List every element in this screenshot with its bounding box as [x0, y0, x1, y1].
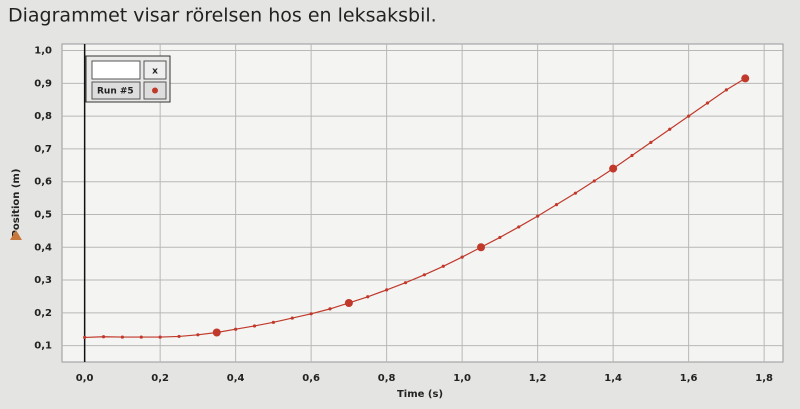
data-point: [344, 298, 353, 307]
data-point: [422, 273, 426, 277]
data-point: [252, 324, 257, 328]
y-tick-label: 0,3: [34, 275, 52, 286]
data-point: [139, 335, 143, 339]
data-point: [592, 179, 596, 183]
data-point: [498, 235, 502, 240]
chart-title: Diagrammet visar rörelsen hos en leksaks…: [8, 5, 437, 27]
y-axis-label-group: Position (m): [11, 169, 22, 238]
legend-close-button[interactable]: [143, 60, 167, 80]
x-tick-label: 1,0: [453, 373, 471, 384]
data-point: [366, 295, 370, 299]
data-point: [328, 307, 332, 311]
data-point: [271, 320, 275, 324]
plot: 0,1 0,2 0,3 0,4 0,5 0,6 0,7 0,8 0,9 1,0 0,0 0,2 0,4 0…: [34, 44, 783, 384]
x-tick-label: 1,2: [529, 373, 547, 384]
data-point: [649, 140, 653, 144]
data-point: [741, 74, 750, 83]
data-point: [158, 335, 162, 339]
legend-entry: Run #5: [97, 87, 134, 97]
data-point: [234, 327, 238, 331]
x-tick-label: 1,8: [755, 373, 773, 384]
data-point: [212, 328, 221, 337]
y-tick-label: 1,0: [34, 46, 52, 57]
data-point: [477, 243, 486, 252]
y-tick-label: 0,8: [34, 111, 52, 122]
y-tick-label: 0,2: [34, 308, 52, 319]
data-point: [724, 88, 728, 92]
x-tick-label: 0,4: [227, 373, 245, 384]
y-tick-label: 0,1: [34, 341, 52, 352]
data-point: [554, 203, 559, 207]
x-tick-label: 0,0: [76, 373, 94, 384]
legend-close-label[interactable]: x: [152, 67, 158, 77]
y-tick-label: 0,7: [34, 144, 52, 155]
y-tick-label: 0,6: [34, 177, 52, 188]
data-point: [177, 334, 181, 339]
x-axis-label: Time (s): [397, 389, 443, 400]
series-line: [84, 77, 746, 339]
y-tick-label: 0,4: [34, 242, 52, 253]
data-point: [83, 335, 87, 340]
data-point: [290, 316, 294, 320]
data-point: [101, 335, 106, 339]
legend-swatch: [152, 87, 158, 94]
x-tick-label: 0,6: [302, 373, 320, 384]
x-tick-label: 1,6: [680, 373, 698, 384]
y-axis-icon: [10, 230, 22, 240]
data-point: [403, 281, 408, 285]
data-point: [573, 191, 577, 195]
legend: x Run #5: [85, 55, 171, 103]
y-tick-label: 0,5: [34, 209, 52, 220]
data-point: [196, 333, 200, 337]
data-point: [309, 312, 313, 316]
data-point: [120, 335, 124, 339]
plot-area: [61, 43, 784, 363]
x-tick-label: 1,4: [604, 373, 622, 384]
x-tick-label: 0,8: [378, 373, 396, 384]
y-tick-label: 0,9: [34, 78, 52, 89]
data-point: [668, 127, 672, 131]
data-point: [385, 288, 389, 292]
data-point: [705, 101, 710, 105]
legend-entry-box: [91, 81, 141, 100]
x-tick-label: 0,2: [151, 373, 169, 384]
y-axis-label: Position (m): [11, 169, 22, 238]
data-point: [536, 214, 540, 218]
data-point: [630, 153, 634, 158]
data-point: [441, 264, 445, 268]
data-point: [517, 225, 521, 229]
data-point: [460, 255, 464, 259]
data-point: [687, 114, 691, 118]
data-point: [609, 164, 618, 173]
legend-input[interactable]: [91, 60, 141, 80]
